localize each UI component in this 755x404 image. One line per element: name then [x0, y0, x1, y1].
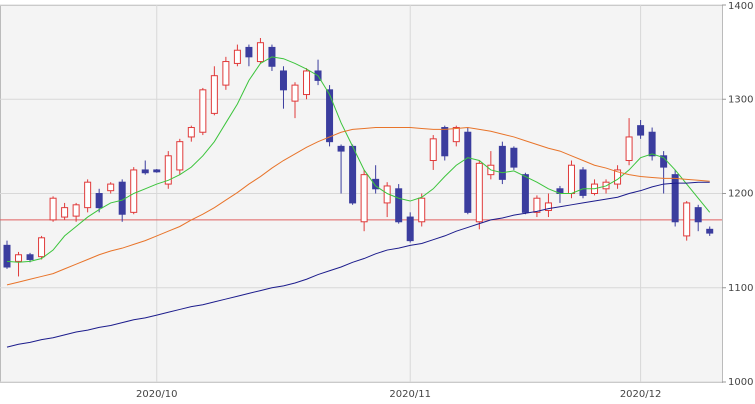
- candle-body: [153, 169, 161, 173]
- moving-average-line: [6, 181, 710, 348]
- candle-body: [164, 155, 172, 185]
- candle-body: [141, 169, 149, 174]
- candle-body: [533, 197, 541, 213]
- candle-body: [475, 162, 483, 223]
- candle-body: [245, 46, 253, 58]
- candle-body: [256, 42, 264, 63]
- candle-body: [683, 202, 691, 237]
- x-tick-label: 2020/11: [389, 389, 431, 400]
- candle-body: [233, 49, 241, 64]
- candle-body: [648, 131, 656, 157]
- candle-body: [61, 207, 69, 218]
- candle-body: [694, 207, 702, 223]
- candle-body: [579, 169, 587, 196]
- candle-body: [441, 127, 449, 157]
- candle-body: [210, 75, 218, 114]
- y-tick-label: 1200: [728, 189, 753, 200]
- candle-body: [176, 141, 184, 171]
- candle-body: [72, 204, 80, 217]
- candle-body: [107, 183, 115, 192]
- candle-body: [118, 181, 126, 215]
- candle-body: [510, 147, 518, 168]
- y-tick-label: 1100: [728, 283, 753, 294]
- candle-body: [452, 127, 460, 143]
- moving-average-line: [6, 56, 711, 263]
- candle-body: [26, 254, 34, 260]
- candle-body: [49, 197, 57, 221]
- candle-body: [326, 89, 334, 143]
- candle-body: [418, 197, 426, 223]
- moving-average-line: [6, 127, 710, 286]
- candle-body: [372, 178, 380, 190]
- candle-body: [464, 131, 472, 213]
- candle-body: [625, 136, 633, 162]
- candle-body: [360, 174, 368, 223]
- candle-body: [349, 145, 357, 204]
- candle-body: [303, 70, 311, 96]
- candle-body: [15, 254, 23, 262]
- x-tick-label: 2020/10: [136, 389, 178, 400]
- candle-body: [395, 188, 403, 223]
- candle-body: [498, 145, 506, 180]
- candle-body: [521, 174, 529, 213]
- candle-body: [406, 216, 414, 242]
- candle-body: [130, 169, 138, 213]
- candle-body: [706, 228, 714, 234]
- candle-body: [337, 145, 345, 152]
- y-tick-label: 1400: [728, 1, 753, 12]
- candle-body: [199, 89, 207, 133]
- candle-body: [671, 174, 679, 223]
- candle-body: [544, 202, 552, 211]
- candle-body: [291, 84, 299, 102]
- candle-body: [567, 164, 575, 195]
- candle-body: [429, 138, 437, 162]
- y-tick-label: 1300: [728, 94, 753, 105]
- candle-body: [279, 70, 287, 91]
- x-tick-label: 2020/12: [620, 389, 662, 400]
- candle-body: [38, 237, 46, 258]
- candle-body: [187, 127, 195, 138]
- candle-body: [84, 181, 92, 209]
- candle-body: [95, 193, 103, 209]
- y-tick-label: 1000: [728, 377, 753, 388]
- candle-body: [222, 61, 230, 86]
- candle-body: [3, 244, 11, 268]
- candle-body: [637, 125, 645, 136]
